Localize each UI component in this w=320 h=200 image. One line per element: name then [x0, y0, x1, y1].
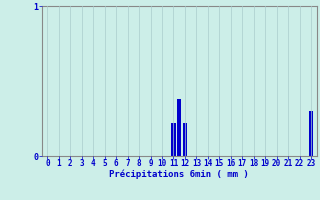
- Bar: [183, 123, 187, 156]
- X-axis label: Précipitations 6min ( mm ): Précipitations 6min ( mm ): [109, 170, 249, 179]
- Bar: [309, 111, 313, 156]
- Bar: [171, 123, 176, 156]
- Bar: [177, 99, 181, 156]
